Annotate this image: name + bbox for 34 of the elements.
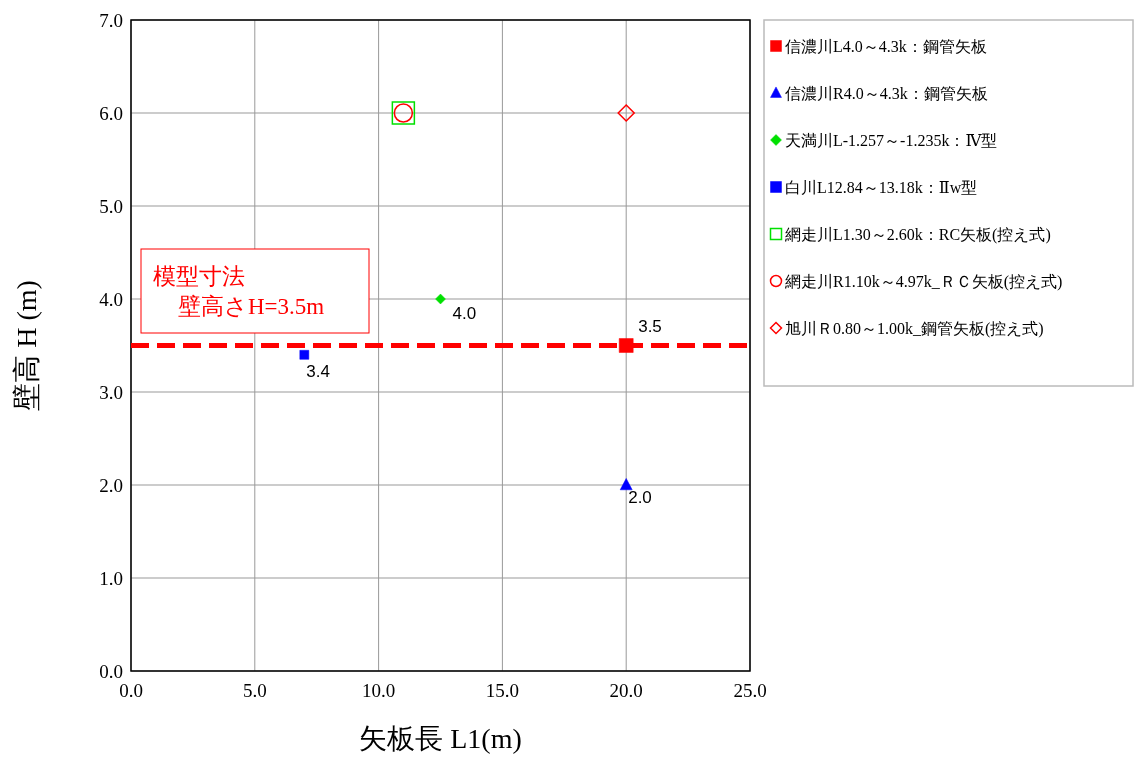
legend-label: 天満川L-1.257～-1.235k：Ⅳ型: [785, 132, 998, 149]
point: [618, 338, 634, 353]
y-tick-label: 4.0: [99, 289, 123, 310]
x-tick-label: 10.0: [361, 680, 396, 701]
legend-label: 信濃川L4.0～4.3k：鋼管矢板: [785, 38, 987, 55]
annotation: 模型寸法: [153, 264, 245, 289]
legend-label: 白川L12.84～13.18k：Ⅱw型: [785, 179, 978, 196]
legend-label: 網走川L1.30～2.60k：RC矢板(控え式): [784, 226, 1051, 244]
x-tick-label: 25.0: [733, 680, 767, 701]
y-axis-title: 壁高 H (m): [11, 280, 42, 411]
legend-label: 旭川Ｒ0.80～1.00k_鋼管矢板(控え式): [785, 320, 1044, 338]
data-label: 4.0: [452, 304, 477, 323]
y-tick-label: 7.0: [99, 10, 123, 31]
point: [619, 478, 633, 491]
y-tick-label: 0.0: [99, 661, 123, 682]
data-label: 3.4: [306, 361, 330, 381]
x-tick-label: 15.0: [485, 680, 520, 701]
x-tick-label: 5.0: [242, 680, 267, 701]
data-label: 2.0: [628, 488, 652, 507]
point: [299, 350, 310, 360]
x-tick-label: 20.0: [609, 680, 643, 701]
y-tick-label: 6.0: [99, 103, 123, 124]
point: [435, 293, 446, 305]
point: [617, 104, 635, 122]
y-tick-label: 3.0: [99, 382, 123, 403]
legend-label: 網走川R1.10k～4.97k_ＲＣ矢板(控え式): [784, 273, 1063, 291]
legend-label: 信濃川R4.0～4.3k：鋼管矢板: [785, 85, 988, 102]
data-label: 3.5: [638, 316, 662, 336]
x-tick-label: 0.0: [119, 680, 143, 701]
annotation: 壁高さH=3.5m: [178, 294, 325, 319]
y-tick-label: 2.0: [99, 475, 123, 496]
x-axis-title: 矢板長 L1(m): [359, 723, 522, 754]
y-tick-label: 1.0: [99, 568, 123, 589]
y-tick-label: 5.0: [99, 196, 123, 217]
